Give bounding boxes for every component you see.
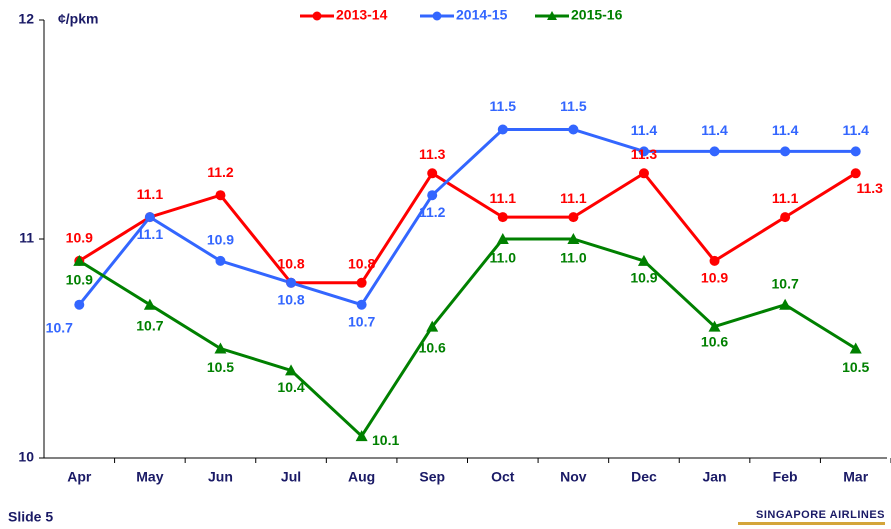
data-label: 11.3 [631,146,658,162]
data-label: 10.6 [701,333,728,349]
x-tick-label: Sep [419,469,445,485]
data-label: 10.8 [277,256,304,272]
legend-marker [547,11,557,20]
marker [638,168,649,179]
marker [356,277,367,288]
marker [780,146,791,157]
marker [637,254,650,266]
marker [285,364,298,376]
data-label: 11.1 [137,226,164,242]
marker [780,212,791,223]
data-label: 10.9 [66,272,93,288]
marker [850,168,861,179]
marker [497,212,508,223]
data-label: 11.1 [560,190,587,206]
data-label: 10.8 [348,256,375,272]
x-tick-label: Aug [348,469,375,485]
data-label: 11.4 [842,122,869,138]
marker [74,299,85,310]
x-tick-label: Nov [560,469,587,485]
legend-label: 2014-15 [456,7,508,23]
marker [143,298,156,310]
marker [497,124,508,135]
marker [708,320,721,332]
x-tick-label: Oct [491,469,515,485]
x-tick-label: Jul [281,469,301,485]
x-tick-label: Jan [702,469,726,485]
marker [568,212,579,223]
marker [144,212,155,223]
marker [356,299,367,310]
x-tick-label: Dec [631,469,657,485]
data-label: 11.1 [772,190,799,206]
data-label: 10.7 [772,275,799,291]
data-label: 11.3 [856,180,883,196]
marker [779,298,792,310]
data-label: 10.7 [348,313,375,329]
data-label: 11.2 [207,164,234,180]
y-tick-label: 11 [19,230,34,246]
series-line [78,171,857,285]
logo-bar [738,522,885,525]
y-tick-label: 10 [18,449,34,465]
marker [286,277,297,288]
data-label: 11.4 [772,122,799,138]
slide-number: Slide 5 [8,509,53,525]
marker [638,146,649,157]
data-label: 10.9 [630,270,657,286]
legend-marker [312,11,322,21]
data-label: 11.1 [137,186,164,202]
y-tick-label: 12 [18,11,34,27]
data-label: 11.2 [419,204,446,220]
data-label: 10.6 [419,339,446,355]
marker [355,430,368,442]
data-label: 10.7 [136,317,163,333]
logo: SINGAPORE AIRLINES [756,509,885,521]
marker [214,342,227,354]
data-label: 11.5 [560,98,587,114]
data-label: 10.9 [207,232,234,248]
data-label: 10.8 [277,292,304,308]
legend-label: 2013-14 [336,7,388,23]
legend-label: 2015-16 [571,7,623,23]
y-axis-label: ¢/pkm [58,11,98,27]
x-tick-label: Jun [208,469,233,485]
marker [567,233,580,244]
data-label: 10.4 [277,379,304,395]
data-label: 10.9 [66,230,93,246]
data-label: 11.3 [419,146,446,162]
data-label: 11.1 [490,190,517,206]
x-tick-label: Mar [843,469,868,485]
data-label: 10.9 [701,270,728,286]
marker [709,146,720,157]
data-label: 11.0 [490,250,517,266]
data-label: 10.5 [207,359,234,375]
legend-marker [432,11,442,21]
marker [426,320,439,332]
marker [427,190,438,201]
data-label: 11.0 [560,250,587,266]
data-label: 10.1 [372,432,399,448]
data-label: 11.5 [490,98,517,114]
x-tick-label: Feb [773,469,798,485]
x-tick-label: Apr [67,469,92,485]
data-label: 11.4 [701,122,728,138]
data-label: 11.4 [631,122,658,138]
x-tick-label: May [136,469,163,485]
marker [496,233,509,244]
marker [215,190,226,201]
series-line [78,128,856,307]
marker [215,255,226,266]
series-line [78,237,857,439]
data-label: 10.5 [842,359,869,375]
marker [427,168,438,179]
data-label: 10.7 [46,319,73,335]
marker [568,124,579,135]
marker [709,255,720,266]
marker [73,254,86,266]
marker [850,146,861,157]
marker [849,342,862,354]
